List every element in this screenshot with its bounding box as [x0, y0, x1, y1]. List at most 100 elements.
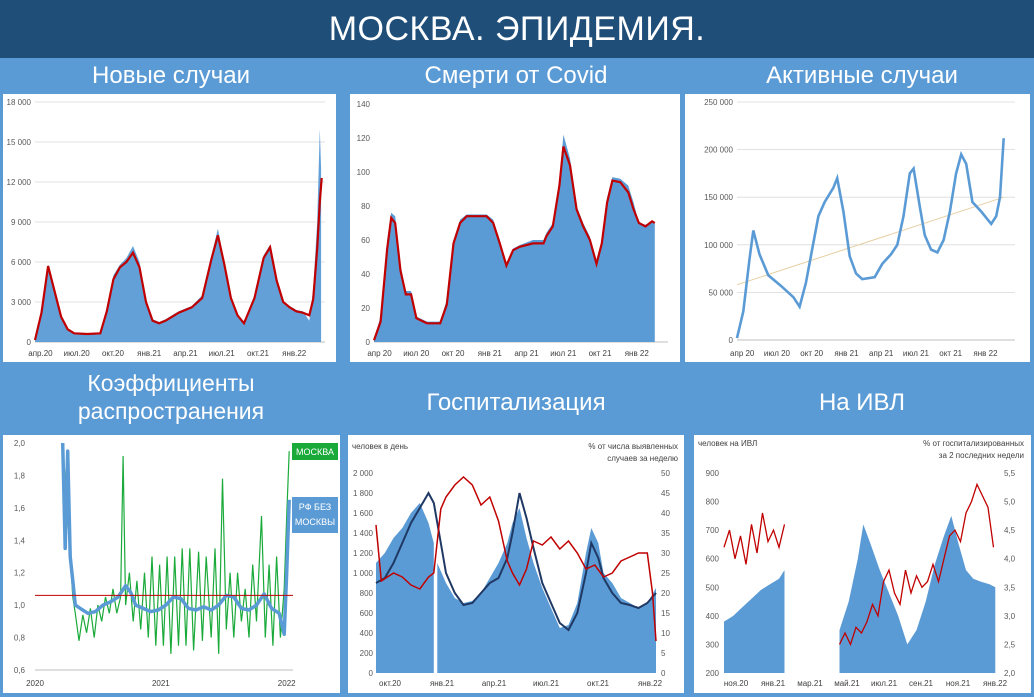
y-tick-label: 15 000 [7, 138, 32, 147]
y-tick-label: 3 000 [11, 298, 32, 307]
y2-tick-label: 4,5 [1004, 526, 1016, 535]
y-tick-label: 1,8 [14, 471, 26, 480]
y-tick-label: 6 000 [11, 258, 32, 267]
y-tick-label: 500 [706, 583, 720, 592]
y-tick-label: 140 [357, 100, 371, 109]
x-tick-label: окт 21 [589, 349, 612, 358]
y-tick-label: 100 [357, 168, 371, 177]
series-area-ivl [724, 570, 785, 673]
y-tick-label: 1 000 [353, 569, 374, 578]
y2-tick-label: 10 [661, 629, 670, 638]
legend-moscow-label: МОСКВА [296, 447, 334, 457]
legend-moscow-box [292, 443, 338, 460]
x-tick-label: янв 22 [625, 349, 650, 358]
y-tick-label: 700 [706, 526, 720, 535]
series-line-ivl-pct [723, 512, 786, 565]
ivl-svg: 200 300 400 500 600 700 800 900 2,0 2,5 3,0 3,5 4,0 4… [698, 439, 1024, 688]
x-tick-label: окт.20 [379, 679, 401, 688]
x-tick-label: июл 21 [903, 349, 930, 358]
new-cases-svg: 0 3 000 6 000 9 000 12 000 15 000 18 000 апр.20… [7, 98, 325, 358]
series-line-russia [60, 442, 291, 637]
x-tick-label: янв.22 [282, 349, 307, 358]
y-tick-label: 80 [361, 202, 370, 211]
y-tick-label: 1 600 [353, 509, 374, 518]
repro-svg: 0,6 0,8 1,0 1,2 1,4 1,6 1,8 2,0 2020 2021 2022 МОСК… [14, 439, 338, 688]
x-tick-label: 2022 [278, 679, 296, 688]
y-tick-label: 0,6 [14, 666, 26, 675]
y2-tick-label: 3,5 [1004, 583, 1016, 592]
y-tick-label: 0,8 [14, 634, 26, 643]
x-tick-label: 2021 [152, 679, 170, 688]
legend-russia-label: РФ БЕЗ [299, 502, 331, 512]
x-tick-label: апр 21 [514, 349, 539, 358]
series-line-average [372, 146, 656, 341]
x-tick-label: янв 21 [834, 349, 859, 358]
y-tick-label: 1 400 [353, 529, 374, 538]
chart-hosp: 0 200 400 600 800 1 000 1 200 1 400 1 600 1 800 2 … [348, 435, 684, 693]
x-tick-label: июл 20 [764, 349, 791, 358]
y-tick-label: 400 [360, 629, 374, 638]
y-tick-label: 0 [27, 338, 32, 347]
x-tick-label: 2020 [26, 679, 44, 688]
y-tick-label: 1,0 [14, 601, 26, 610]
x-tick-label: апр 21 [869, 349, 894, 358]
y-tick-label: 20 [361, 304, 370, 313]
y-tick-label: 1,4 [14, 536, 26, 545]
series-area-daily [374, 134, 655, 342]
x-tick-label: апр.20 [28, 349, 53, 358]
y-tick-label: 2,0 [14, 439, 26, 448]
y-tick-label: 100 000 [704, 241, 733, 250]
legend-russia-label: МОСКВЫ [295, 517, 335, 527]
y2-tick-label: 4,0 [1004, 555, 1016, 564]
y-tick-label: 600 [360, 609, 374, 618]
y-tick-label: 0 [366, 338, 371, 347]
x-tick-label: янв.21 [430, 679, 455, 688]
y2-tick-label: 3,0 [1004, 612, 1016, 621]
y-tick-label: 2 000 [353, 469, 374, 478]
series-line-moscow [62, 442, 290, 654]
x-tick-label: июл.21 [209, 349, 236, 358]
x-tick-label: ноя.21 [946, 679, 971, 688]
chart-title-repro: Коэффициенты распространения [77, 370, 265, 424]
y-tick-label: 9 000 [11, 218, 32, 227]
series-line-average [33, 177, 323, 341]
x-tick-label: янв.21 [761, 679, 786, 688]
series-line-hosp-pct [375, 475, 657, 642]
x-tick-label: мар.21 [797, 679, 823, 688]
y-tick-label: 0 [369, 669, 374, 678]
y-tick-label: 300 [706, 640, 720, 649]
x-tick-label: янв.21 [137, 349, 162, 358]
series-line-ivl-pct [838, 482, 995, 647]
y-tick-label: 200 000 [704, 146, 733, 155]
y-tick-label: 120 [357, 134, 371, 143]
y-tick-label: 400 [706, 612, 720, 621]
x-tick-label: апр.21 [173, 349, 198, 358]
y-tick-label: 18 000 [7, 98, 32, 107]
chart-active: 0 50 000 100 000 150 000 200 000 250 000 апр 2… [685, 94, 1030, 362]
chart-title-ivl: На ИВЛ [818, 389, 906, 416]
y-tick-label: 800 [706, 498, 720, 507]
x-tick-label: янв 22 [973, 349, 998, 358]
right-axis-label: случаев за неделю [607, 454, 678, 463]
right-axis-label: за 2 последних недели [939, 451, 1024, 460]
chart-title-active: Активные случаи [766, 62, 958, 89]
legend-russia-box [292, 497, 338, 533]
x-tick-label: май.21 [834, 679, 860, 688]
y-tick-label: 40 [361, 270, 370, 279]
x-tick-label: июл 20 [403, 349, 430, 358]
y2-tick-label: 2,5 [1004, 640, 1016, 649]
series-line-hosp-avg [375, 490, 657, 632]
x-tick-label: окт.21 [247, 349, 269, 358]
y-tick-label: 150 000 [704, 193, 733, 202]
x-tick-label: июл 21 [550, 349, 577, 358]
series-area-ivl [839, 515, 996, 673]
y2-tick-label: 25 [661, 569, 670, 578]
chart-title-deaths: Смерти от Covid [424, 62, 608, 89]
series-trend-line [736, 196, 1004, 286]
y-tick-label: 200 [706, 669, 720, 678]
banner: МОСКВА. ЭПИДЕМИЯ. [0, 0, 1034, 58]
y2-tick-label: 35 [661, 529, 670, 538]
y2-tick-label: 5 [661, 649, 666, 658]
chart-repro: 0,6 0,8 1,0 1,2 1,4 1,6 1,8 2,0 2020 2021 2022 МОСК… [3, 435, 340, 693]
y2-tick-label: 50 [661, 469, 670, 478]
